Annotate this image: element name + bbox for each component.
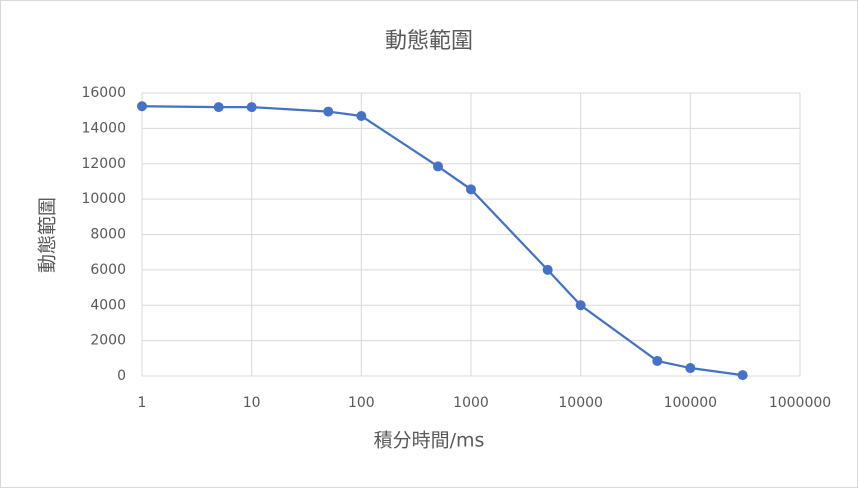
data-point (432, 161, 443, 172)
y-tick-label: 2000 (90, 333, 126, 349)
y-tick-label: 10000 (81, 191, 126, 207)
data-point (575, 300, 586, 311)
x-tick-label: 100 (348, 395, 375, 411)
y-tick-label: 14000 (81, 120, 126, 136)
data-point (466, 184, 476, 195)
data-point (323, 106, 334, 117)
x-tick-label: 1 (138, 395, 147, 411)
data-point (137, 101, 147, 112)
x-tick-label: 10 (243, 395, 261, 411)
data-point (737, 370, 748, 381)
y-tick-label: 12000 (81, 156, 126, 172)
y-tick-label: 6000 (90, 262, 126, 278)
y-tick-label: 16000 (81, 85, 126, 101)
data-point (213, 102, 224, 113)
y-tick-label: 0 (117, 368, 126, 384)
data-point (685, 363, 696, 374)
y-tick-label: 8000 (90, 227, 126, 243)
x-tick-label: 1000000 (769, 395, 831, 411)
y-axis-label: 動態範圍 (37, 197, 59, 273)
data-point (542, 264, 553, 275)
y-tick-label: 4000 (90, 297, 126, 313)
data-point (652, 355, 663, 366)
data-line (141, 105, 743, 377)
x-tick-label: 10000 (558, 395, 603, 411)
x-axis-label: 積分時間/ms (374, 430, 485, 452)
data-point (246, 102, 257, 113)
chart-title: 動態範圍 (385, 29, 473, 54)
data-point (356, 110, 367, 121)
x-tick-label: 1000 (453, 395, 489, 411)
x-tick-label: 100000 (664, 395, 717, 411)
